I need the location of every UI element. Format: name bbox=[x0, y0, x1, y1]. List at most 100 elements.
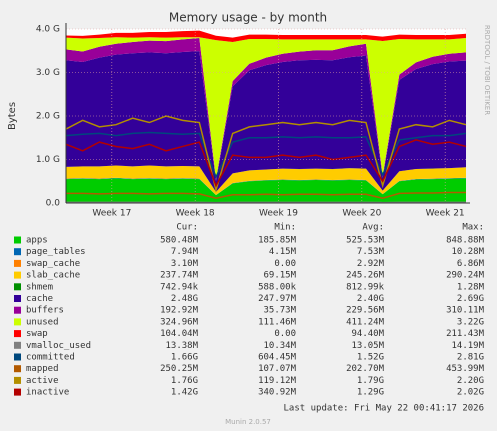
legend-value: 192.92M bbox=[160, 306, 199, 316]
legend-label: inactive bbox=[26, 388, 69, 398]
legend-value: 290.24M bbox=[446, 271, 485, 281]
legend-swatch bbox=[14, 388, 21, 396]
series-line bbox=[65, 115, 467, 193]
legend-value: 13.38M bbox=[165, 341, 198, 351]
y-tick-label: 3.0 G bbox=[36, 68, 60, 78]
legend-value: 1.42G bbox=[171, 388, 198, 398]
series-line bbox=[65, 139, 467, 188]
legend-header: Min: bbox=[274, 223, 296, 233]
legend-label: swap_cache bbox=[26, 259, 80, 269]
stacked-area bbox=[66, 178, 466, 203]
legend-value: 1.79G bbox=[357, 376, 384, 386]
legend-value: 111.46M bbox=[258, 317, 297, 327]
x-tick-label: Week 20 bbox=[342, 209, 381, 219]
stacked-area bbox=[66, 51, 466, 192]
legend-label: slab_cache bbox=[26, 271, 80, 281]
side-note: RRDTOOL / TOBI OETIKER bbox=[483, 25, 491, 115]
stacked-area bbox=[66, 37, 466, 180]
stacked-area bbox=[66, 165, 466, 195]
legend-value: 10.28M bbox=[451, 247, 484, 257]
legend-value: 2.81G bbox=[457, 353, 484, 363]
legend-value: 2.02G bbox=[457, 388, 484, 398]
legend-value: 2.92M bbox=[357, 259, 385, 269]
legend-swatch bbox=[14, 353, 21, 361]
x-tick-label: Week 18 bbox=[176, 209, 215, 219]
legend-value: 6.86M bbox=[457, 259, 485, 269]
legend-value: 1.29G bbox=[357, 388, 384, 398]
legend-value: 211.43M bbox=[446, 329, 485, 339]
last-update: Last update: Fri May 22 00:41:17 2026 bbox=[284, 404, 484, 414]
footer: Munin 2.0.57 bbox=[225, 418, 271, 426]
legend-swatch bbox=[14, 283, 21, 291]
x-tick-label: Week 19 bbox=[259, 209, 298, 219]
stacked-area bbox=[66, 30, 466, 43]
legend-label: shmem bbox=[26, 282, 53, 292]
stacked-area bbox=[66, 38, 466, 182]
series-line bbox=[65, 131, 467, 179]
legend-value: 7.53M bbox=[357, 247, 385, 257]
legend-value: 812.99k bbox=[346, 282, 385, 292]
legend-value: 453.99M bbox=[446, 364, 485, 374]
legend-value: 3.22G bbox=[457, 317, 484, 327]
legend-value: 2.20G bbox=[457, 376, 484, 386]
legend-label: unused bbox=[26, 317, 59, 327]
x-tick-label: Week 17 bbox=[92, 209, 131, 219]
legend-swatch bbox=[14, 365, 21, 373]
legend-value: 580.48M bbox=[160, 236, 199, 246]
legend-swatch bbox=[14, 236, 21, 244]
legend-value: 525.53M bbox=[346, 236, 385, 246]
legend-header: Avg: bbox=[362, 223, 384, 233]
legend-value: 2.40G bbox=[357, 294, 384, 304]
legend-swatch bbox=[14, 376, 21, 384]
legend-value: 119.12M bbox=[258, 376, 297, 386]
y-tick-label: 4.0 G bbox=[36, 25, 60, 35]
legend-value: 588.00k bbox=[258, 282, 297, 292]
y-axis-label: Bytes bbox=[7, 102, 18, 130]
legend-label: swap bbox=[26, 329, 48, 339]
legend-label: apps bbox=[26, 236, 48, 246]
legend-value: 247.97M bbox=[258, 294, 297, 304]
legend-label: committed bbox=[26, 353, 75, 363]
legend-value: 0.00 bbox=[274, 259, 296, 269]
legend-value: 35.73M bbox=[263, 306, 296, 316]
legend-value: 237.74M bbox=[160, 271, 199, 281]
legend-value: 14.19M bbox=[451, 341, 484, 351]
legend-value: 2.48G bbox=[171, 294, 198, 304]
legend-value: 848.88M bbox=[446, 236, 485, 246]
series-line bbox=[66, 191, 466, 199]
legend-value: 7.94M bbox=[171, 247, 199, 257]
legend-value: 13.05M bbox=[351, 341, 384, 351]
legend-label: page_tables bbox=[26, 247, 86, 257]
plot bbox=[65, 23, 470, 204]
legend-swatch bbox=[14, 341, 21, 349]
legend-swatch bbox=[14, 330, 21, 338]
legend-value: 185.85M bbox=[258, 236, 297, 246]
legend-value: 245.26M bbox=[346, 271, 385, 281]
legend-value: 1.28M bbox=[457, 282, 485, 292]
legend-value: 1.66G bbox=[171, 353, 198, 363]
legend-value: 104.04M bbox=[160, 329, 199, 339]
legend-label: vmalloc_used bbox=[26, 341, 91, 351]
legend-label: mapped bbox=[26, 364, 59, 374]
legend-label: active bbox=[26, 376, 59, 386]
legend-label: cache bbox=[26, 294, 53, 304]
legend-value: 229.56M bbox=[346, 306, 385, 316]
legend-value: 340.92M bbox=[258, 388, 297, 398]
legend-swatch bbox=[14, 248, 21, 256]
legend-label: buffers bbox=[26, 306, 64, 316]
legend-swatch bbox=[14, 306, 21, 314]
legend-value: 107.07M bbox=[258, 364, 297, 374]
legend-swatch bbox=[14, 295, 21, 302]
legend-value: 250.25M bbox=[160, 364, 199, 374]
legend-value: 411.24M bbox=[346, 317, 385, 327]
legend-header: Cur: bbox=[176, 223, 198, 233]
legend: Cur: Min: Avg: Max: apps 580.48M 185.85M 525.53… bbox=[14, 223, 485, 398]
legend-value: 742.94k bbox=[160, 282, 199, 292]
legend-value: 69.15M bbox=[263, 271, 296, 281]
y-tick-label: 1.0 G bbox=[36, 155, 60, 165]
legend-value: 604.45M bbox=[258, 353, 297, 363]
legend-value: 310.11M bbox=[446, 306, 485, 316]
legend-value: 2.69G bbox=[457, 294, 484, 304]
